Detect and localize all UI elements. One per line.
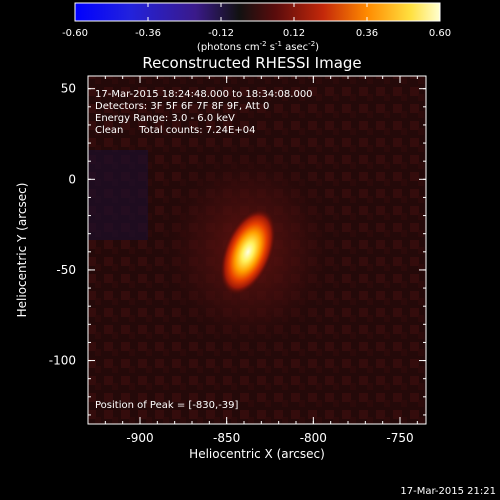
x-tick-label: -850 — [213, 431, 240, 445]
colorbar-gradient — [74, 2, 441, 22]
plot-frame — [87, 75, 427, 425]
colorbar-tick-label: -0.60 — [62, 28, 88, 39]
flare-source — [219, 208, 277, 296]
info-block: 17-Mar-2015 18:24:48.000 to 18:34:08.000… — [95, 89, 313, 136]
y-tick-label: 50 — [61, 82, 76, 96]
x-tick-label: -900 — [126, 431, 153, 445]
timestamp: 17-Mar-2015 21:21 — [400, 486, 496, 497]
y-axis-label: Heliocentric Y (arcsec) — [15, 183, 29, 318]
colorbar-tick-label: 0.12 — [283, 28, 305, 39]
x-tick-label: -800 — [300, 431, 327, 445]
colorbar-tick-label: -0.12 — [208, 28, 234, 39]
colorbar-ticks: -0.60 -0.36 -0.12 0.12 0.36 0.60 — [62, 3, 451, 39]
plot-title: Reconstructed RHESSI Image — [142, 54, 361, 72]
info-clean-counts: Clean Total counts: 7.24E+04 — [95, 125, 255, 136]
info-detectors: Detectors: 3F 5F 6F 7F 8F 9F, Att 0 — [95, 101, 269, 112]
y-axis-ticks: 50 0 -50 -100 — [49, 82, 426, 416]
colorbar: -0.60 -0.36 -0.12 0.12 0.36 0.60 (photons cm-… — [62, 2, 451, 53]
y-tick-label: 0 — [68, 172, 76, 186]
y-tick-label: -100 — [49, 354, 76, 368]
peak-position: Position of Peak = [-830,-39] — [95, 400, 239, 411]
colorbar-tick-label: -0.36 — [135, 28, 161, 39]
colorbar-units: (photons cm-2 s-1 asec-2) — [197, 40, 319, 53]
solar-image — [88, 76, 426, 424]
info-time-range: 17-Mar-2015 18:24:48.000 to 18:34:08.000 — [95, 89, 313, 100]
x-axis-ticks: -900 -850 -800 -750 — [87, 76, 418, 445]
y-tick-label: -50 — [56, 263, 76, 277]
image-dark-patch — [88, 150, 148, 240]
colorbar-tick-label: 0.60 — [429, 28, 451, 39]
x-axis-label: Heliocentric X (arcsec) — [189, 447, 325, 461]
colorbar-tick-label: 0.36 — [356, 28, 378, 39]
x-tick-label: -750 — [386, 431, 413, 445]
info-energy-range: Energy Range: 3.0 - 6.0 keV — [95, 113, 235, 124]
